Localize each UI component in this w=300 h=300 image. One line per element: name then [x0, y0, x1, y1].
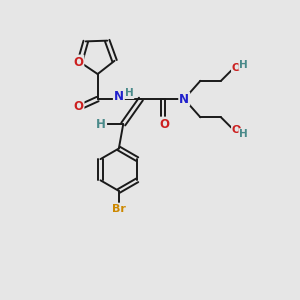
Text: O: O: [232, 125, 241, 135]
Text: N: N: [114, 90, 124, 103]
Text: O: O: [160, 118, 170, 130]
Text: O: O: [74, 100, 83, 113]
Text: H: H: [125, 88, 134, 98]
Text: N: N: [179, 92, 189, 106]
Text: Br: Br: [112, 204, 126, 214]
Text: H: H: [239, 60, 248, 70]
Text: H: H: [96, 118, 106, 130]
Text: O: O: [74, 56, 83, 68]
Text: H: H: [239, 129, 248, 139]
Text: O: O: [232, 62, 241, 73]
